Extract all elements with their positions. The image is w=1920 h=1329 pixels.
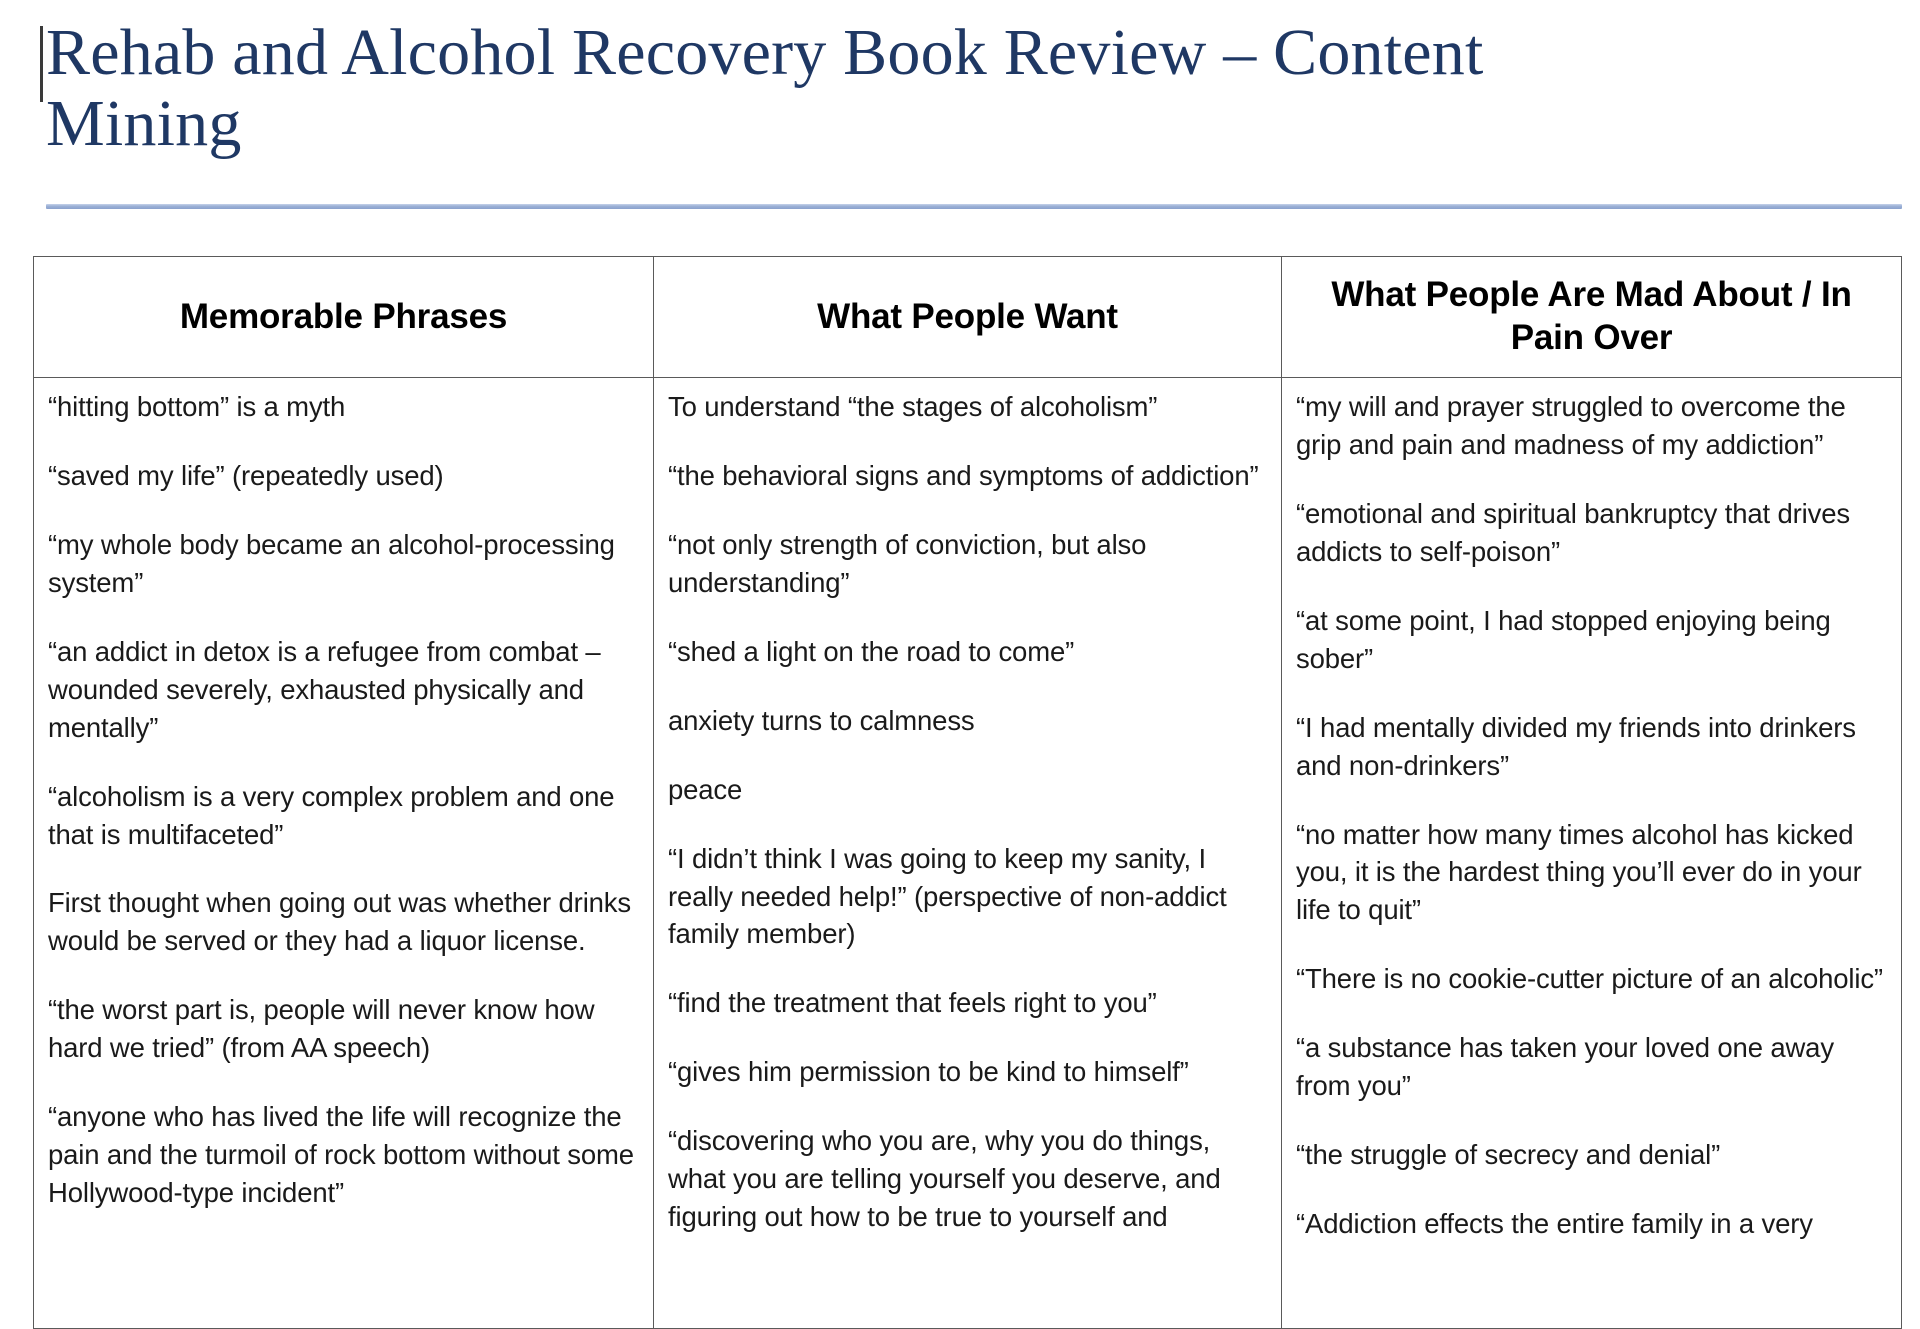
- column-header-label: Memorable Phrases: [179, 296, 508, 336]
- list-item: “an addict in detox is a refugee from co…: [48, 635, 601, 743]
- cell-what-people-are-mad-about[interactable]: “my will and prayer struggled to overcom…: [1281, 377, 1902, 1329]
- list-item: “Addiction effects the entire family in …: [1296, 1208, 1813, 1240]
- table-header-row: Memorable Phrases What People Want What …: [33, 256, 1902, 378]
- table-body-row: “hitting bottom” is a myth “saved my lif…: [33, 377, 1902, 1329]
- list-item: “my whole body became an alcohol-process…: [48, 528, 615, 598]
- list-item: “anyone who has lived the life will reco…: [48, 1101, 634, 1209]
- list-item: “the behavioral signs and symptoms of ad…: [668, 459, 1259, 491]
- list-item: “alcoholism is a very complex problem an…: [48, 780, 615, 850]
- list-item: “discovering who you are, why you do thi…: [668, 1125, 1221, 1233]
- list-item: “a substance has taken your loved one aw…: [1296, 1032, 1834, 1102]
- list-item: “I had mentally divided my friends into …: [1296, 711, 1856, 781]
- list-item: To understand “the stages of alcoholism”: [668, 391, 1158, 422]
- entry-list: To understand “the stages of alcoholism”…: [668, 388, 1267, 1236]
- list-item: “the struggle of secrecy and denial”: [1296, 1139, 1721, 1171]
- entry-list: “my will and prayer struggled to overcom…: [1296, 388, 1887, 1243]
- column-header-what-people-want[interactable]: What People Want: [653, 256, 1282, 378]
- list-item: “hitting bottom” is a myth: [48, 391, 346, 422]
- title-horizontal-rule: [46, 204, 1902, 209]
- list-item: “saved my life” (repeatedly used): [48, 459, 444, 491]
- cell-what-people-want[interactable]: To understand “the stages of alcoholism”…: [653, 377, 1282, 1329]
- list-item: “the worst part is, people will never kn…: [48, 994, 595, 1064]
- list-item: “I didn’t think I was going to keep my s…: [668, 842, 1227, 950]
- column-header-label: What People Want: [817, 296, 1118, 336]
- page-title[interactable]: Rehab and Alcohol Recovery Book Review –…: [46, 16, 1484, 160]
- column-header-memorable-phrases[interactable]: Memorable Phrases: [33, 256, 654, 378]
- column-header-what-people-are-mad-about[interactable]: What People Are Mad About / In Pain Over: [1281, 256, 1902, 378]
- list-item: “not only strength of conviction, but al…: [668, 528, 1147, 598]
- list-item: “shed a light on the road to come”: [668, 635, 1075, 667]
- list-item: anxiety turns to calmness: [668, 704, 975, 736]
- title-block: Rehab and Alcohol Recovery Book Review –…: [0, 0, 1920, 209]
- column-header-label: What People Are Mad About / In Pain Over: [1331, 275, 1852, 357]
- list-item: “gives him permission to be kind to hims…: [668, 1056, 1189, 1088]
- list-item: “emotional and spiritual bankruptcy that…: [1296, 497, 1850, 567]
- list-item: “There is no cookie-cutter picture of an…: [1296, 963, 1883, 995]
- list-item: First thought when going out was whether…: [48, 887, 631, 957]
- text-cursor-caret: [40, 26, 43, 102]
- list-item: “my will and prayer struggled to overcom…: [1296, 391, 1846, 460]
- list-item: peace: [668, 773, 743, 805]
- entry-list: “hitting bottom” is a myth “saved my lif…: [48, 388, 639, 1212]
- content-mining-table: Memorable Phrases What People Want What …: [33, 256, 1902, 1329]
- list-item: “at some point, I had stopped enjoying b…: [1296, 604, 1831, 674]
- cell-memorable-phrases[interactable]: “hitting bottom” is a myth “saved my lif…: [33, 377, 654, 1329]
- list-item: “no matter how many times alcohol has ki…: [1296, 818, 1862, 926]
- list-item: “find the treatment that feels right to …: [668, 987, 1157, 1019]
